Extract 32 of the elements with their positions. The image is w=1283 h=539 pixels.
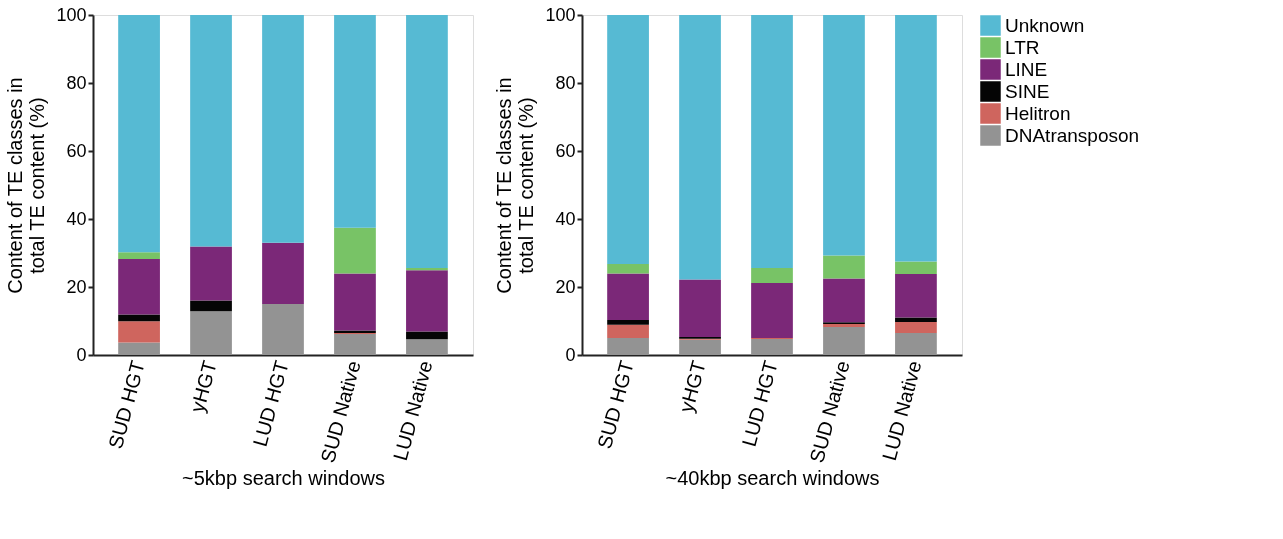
y-tick-label: 0 [76, 344, 87, 365]
x-axis-title: ~5kbp search windows [182, 467, 385, 489]
legend-label: SINE [1005, 80, 1050, 102]
x-axis-title: ~40kbp search windows [665, 467, 880, 489]
x-tick-label: yHGT [674, 358, 710, 415]
y-tick-label: 20 [66, 276, 87, 297]
y-tick-label: 100 [56, 4, 87, 25]
y-tick-label: 60 [555, 140, 576, 161]
x-tick-label: yHGT [185, 358, 221, 415]
y-tick-label: 0 [565, 344, 576, 365]
y-axis-title: Content of TE classes in total TE content (%) [493, 77, 538, 294]
x-tick-label: SUD HGT [104, 358, 149, 452]
legend-label: LINE [1005, 58, 1048, 80]
x-tick-label: LUD HGT [248, 358, 293, 449]
y-tick-label: 60 [66, 140, 87, 161]
legend-label: DNAtransposon [1005, 124, 1140, 146]
x-tick-label: LUD Native [877, 358, 926, 463]
legend-label: Helitron [1005, 102, 1071, 124]
y-tick-label: 40 [66, 208, 87, 229]
x-tick-label: LUD HGT [737, 358, 782, 449]
x-tick-label: SUD Native [805, 358, 854, 466]
x-tick-label: SUD HGT [593, 358, 638, 452]
y-tick-label: 40 [555, 208, 576, 229]
legend-label: LTR [1005, 36, 1040, 58]
y-axis-title: Content of TE classes in total TE content (%) [4, 77, 49, 294]
x-tick-label: SUD Native [316, 358, 365, 466]
y-tick-label: 80 [555, 72, 576, 93]
y-tick-label: 100 [545, 4, 576, 25]
y-tick-label: 20 [555, 276, 576, 297]
x-tick-label: LUD Native [388, 358, 437, 463]
y-tick-label: 80 [66, 72, 87, 93]
legend-label: Unknown [1005, 14, 1085, 36]
